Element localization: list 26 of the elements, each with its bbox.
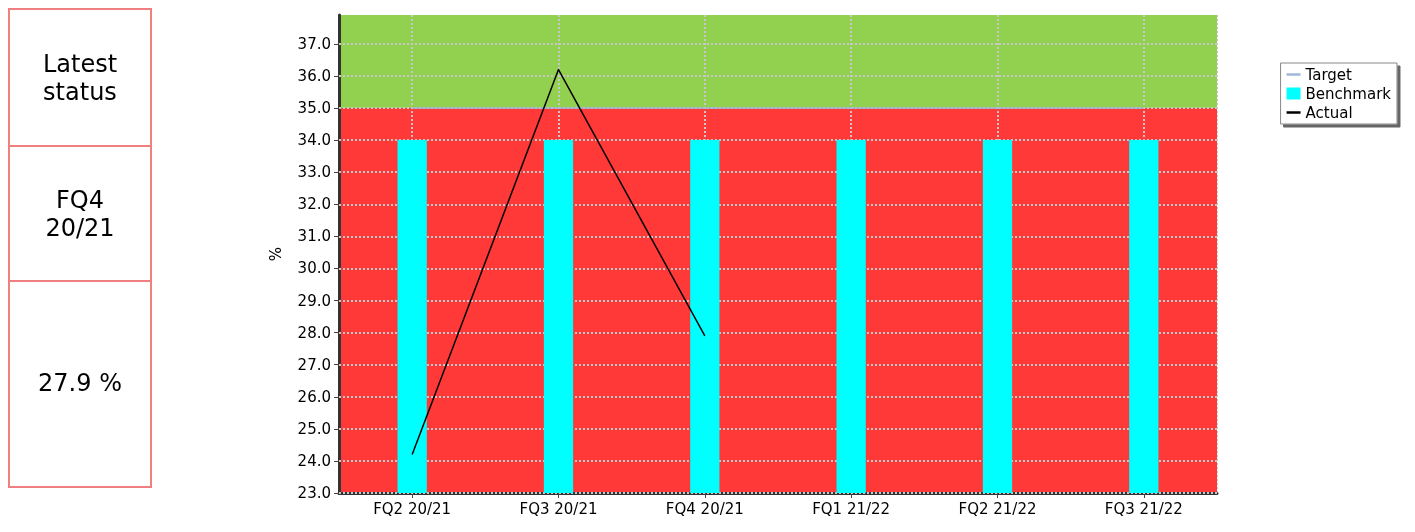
x-tick-label: FQ2 20/21 bbox=[373, 499, 452, 518]
y-tick-label: 25.0 bbox=[297, 419, 331, 438]
y-tick-label: 29.0 bbox=[297, 291, 331, 310]
y-axis-title: % bbox=[266, 246, 285, 262]
y-tick-label: 27.0 bbox=[297, 355, 331, 374]
y-tick-label: 23.0 bbox=[297, 484, 331, 502]
y-tick-label: 33.0 bbox=[297, 163, 331, 182]
y-tick-label: 37.0 bbox=[297, 34, 331, 53]
y-tick-label: 36.0 bbox=[297, 66, 331, 85]
y-tick-label: 32.0 bbox=[297, 195, 331, 214]
x-tick-label: FQ4 20/21 bbox=[665, 499, 744, 518]
legend-label: Benchmark bbox=[1305, 84, 1392, 103]
y-tick-label: 31.0 bbox=[297, 227, 331, 246]
x-tick-label: FQ3 21/22 bbox=[1104, 499, 1183, 518]
x-tick-label: FQ1 21/22 bbox=[812, 499, 891, 518]
y-tick-label: 24.0 bbox=[297, 451, 331, 470]
x-tick-label: FQ2 21/22 bbox=[958, 499, 1037, 518]
y-tick-label: 35.0 bbox=[297, 99, 331, 118]
y-tick-label: 34.0 bbox=[297, 131, 331, 150]
x-tick-label: FQ3 20/21 bbox=[519, 499, 598, 518]
legend-label: Target bbox=[1304, 65, 1353, 84]
status-card: Latest status FQ4 20/21 27.9 % bbox=[8, 8, 152, 488]
y-tick-label: 28.0 bbox=[297, 323, 331, 342]
legend-label: Actual bbox=[1305, 103, 1353, 122]
y-tick-label: 30.0 bbox=[297, 259, 331, 278]
y-tick-label: 26.0 bbox=[297, 387, 331, 406]
